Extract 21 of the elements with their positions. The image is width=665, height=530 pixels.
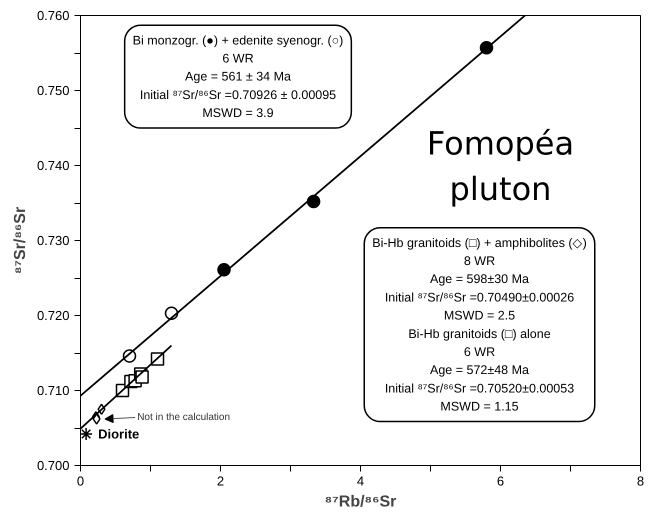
x-tick-label: 8: [636, 474, 644, 488]
y-tick-label: 0.730: [36, 233, 70, 248]
annotation: Diorite: [98, 426, 140, 442]
x-tick-label: 2: [216, 474, 224, 488]
y-tick-label: 0.720: [36, 308, 70, 323]
annotation: Fomopéa pluton: [426, 124, 574, 208]
y-tick-label: 0.710: [36, 383, 70, 398]
annotation: Bi monzogr. (●) + edenite syenogr. (○) 6 WR Age = 561 ± 34 Ma Initial ⁸⁷Sr/⁸⁶Sr =0.70926 ± 0.00095 MSWD = 3.9: [132, 33, 344, 120]
text: Bi-Hb granitoids (□) + amphibolites (◇) 8 WR Age = 598±30 Ma Initial ⁸⁷Sr/⁸⁶Sr =0.70490±0.00026 MSWD = 2.5 Bi-Hb granitoids (□) alone 6 WR Age = 572±48 Ma Initial ⁸⁷Sr/⁸⁶Sr =0.70520±0.00053 MSWD = 1.15: [372, 236, 587, 414]
y-tick-label: 0.750: [36, 83, 70, 98]
y-tick-label: 0.760: [36, 8, 70, 23]
x-axis-title: ⁸⁷Rb/⁸⁶Sr: [324, 494, 396, 510]
point: [92, 413, 101, 425]
x-tick-label: 6: [496, 474, 504, 488]
point: [80, 427, 93, 441]
y-axis-title: ⁸⁷Sr/⁸⁶Sr: [12, 206, 29, 274]
y-tick-label: 0.740: [36, 158, 70, 173]
annotation: Not in the calculation: [137, 412, 230, 423]
x-tick-label: 0: [76, 474, 84, 488]
y-tick-label: 0.700: [36, 458, 70, 473]
x-tick-label: 4: [356, 474, 364, 488]
